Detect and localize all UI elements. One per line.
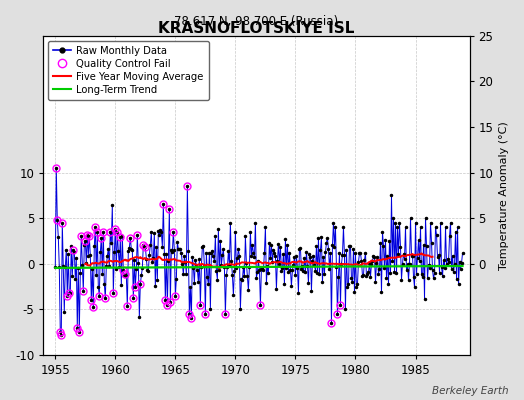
Text: 78.617 N, 98.700 E (Russia): 78.617 N, 98.700 E (Russia): [174, 15, 339, 28]
Legend: Raw Monthly Data, Quality Control Fail, Five Year Moving Average, Long-Term Tren: Raw Monthly Data, Quality Control Fail, …: [48, 41, 209, 100]
Title: KRASNOFLOTSKIYE ISL: KRASNOFLOTSKIYE ISL: [158, 21, 355, 36]
Text: Berkeley Earth: Berkeley Earth: [432, 386, 508, 396]
Y-axis label: Temperature Anomaly (°C): Temperature Anomaly (°C): [499, 121, 509, 270]
